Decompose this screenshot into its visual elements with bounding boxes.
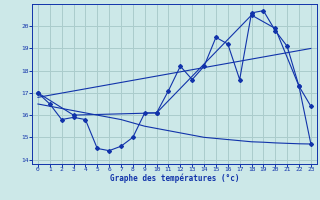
X-axis label: Graphe des températures (°c): Graphe des températures (°c) (110, 174, 239, 183)
